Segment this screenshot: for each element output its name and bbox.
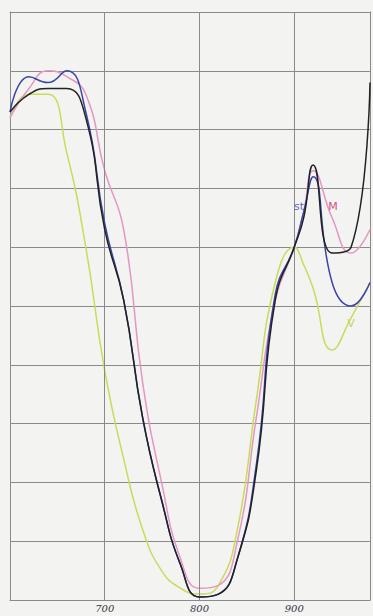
svg-text:900: 900 [285,603,305,614]
svg-text:M: M [328,200,338,213]
svg-text:V: V [347,317,355,330]
svg-text:700: 700 [95,603,115,614]
svg-text:st: st [294,200,305,213]
svg-text:800: 800 [190,603,210,614]
